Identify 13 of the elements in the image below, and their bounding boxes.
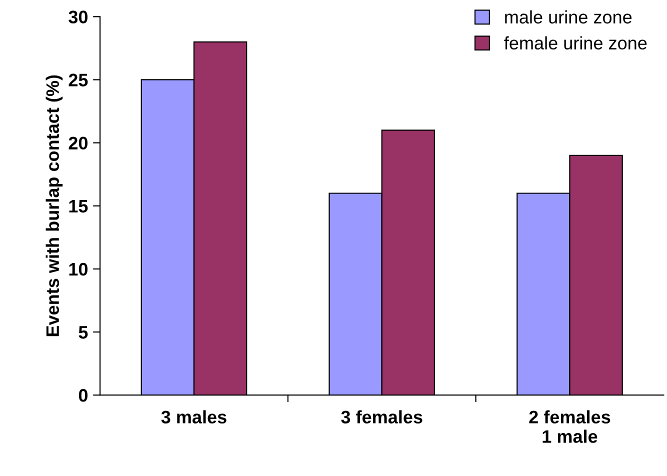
legend-label: female urine zone bbox=[504, 36, 647, 50]
legend-label: male urine zone bbox=[505, 10, 632, 24]
y-tick-label: 30 bbox=[68, 10, 88, 24]
x-tick-label: 3 males bbox=[161, 410, 226, 424]
x-tick-label: 3 females bbox=[341, 410, 422, 424]
y-tick-label: 5 bbox=[78, 326, 88, 339]
y-axis-title: Events with burlap contact (%) bbox=[46, 75, 63, 336]
y-tick-label: 10 bbox=[69, 262, 88, 276]
y-tick-label: 0 bbox=[78, 389, 88, 402]
y-tick-label: 15 bbox=[69, 200, 88, 213]
y-tick-label: 25 bbox=[68, 74, 88, 86]
x-tick-label: 2 females 1 male bbox=[529, 410, 610, 443]
y-tick-label: 20 bbox=[68, 136, 88, 150]
